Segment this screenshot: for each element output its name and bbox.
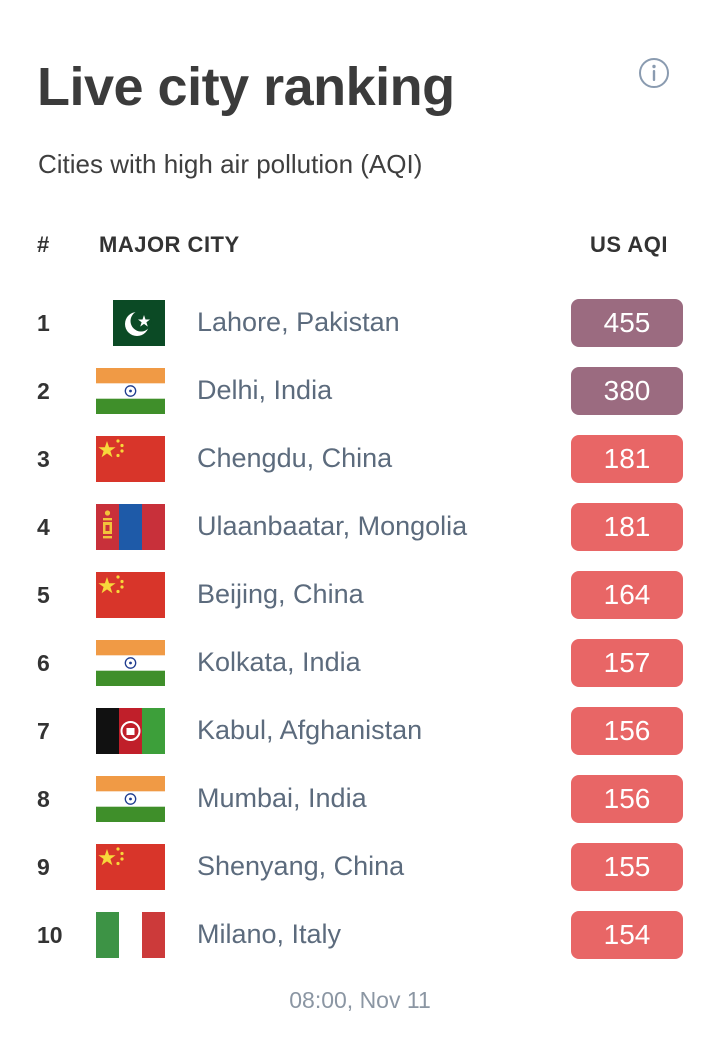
ranking-row[interactable]: 2 Delhi, India 380 [0, 362, 714, 422]
aqi-badge: 156 [571, 775, 683, 823]
rank-number: 8 [37, 786, 50, 812]
aqi-badge: 380 [571, 367, 683, 415]
ranking-row[interactable]: 9 Shenyang, China 155 [0, 838, 714, 898]
column-header-aqi: US AQI [590, 232, 668, 257]
china-flag-icon [96, 844, 165, 890]
rank-number: 9 [37, 854, 50, 880]
city-link[interactable]: Beijing, China [197, 579, 364, 609]
china-flag-icon [96, 436, 165, 482]
india-flag-icon [96, 368, 165, 414]
city-link[interactable]: Milano, Italy [197, 919, 342, 949]
city-link[interactable]: Mumbai, India [197, 783, 367, 813]
aqi-badge: 155 [571, 843, 683, 891]
rank-number: 5 [37, 582, 50, 608]
mongolia-flag-icon [96, 504, 165, 550]
column-header-rank: # [37, 232, 50, 257]
china-flag-icon [96, 572, 165, 618]
aqi-badge: 156 [571, 707, 683, 755]
india-flag-icon [96, 640, 165, 686]
page-subtitle: Cities with high air pollution (AQI) [38, 149, 423, 179]
column-header-city: MAJOR CITY [99, 232, 240, 257]
rank-number: 3 [37, 446, 50, 472]
india-flag-icon [96, 776, 165, 822]
city-link[interactable]: Lahore, Pakistan [197, 307, 400, 337]
city-link[interactable]: Chengdu, China [197, 443, 393, 473]
aqi-badge: 154 [571, 911, 683, 959]
city-link[interactable]: Shenyang, China [197, 851, 405, 881]
rank-number: 6 [37, 650, 50, 676]
ranking-row[interactable]: 5 Beijing, China 164 [0, 566, 714, 626]
ranking-row[interactable]: 3 Chengdu, China 181 [0, 430, 714, 490]
info-circle-icon[interactable] [638, 57, 670, 89]
ranking-row[interactable]: 10 Milano, Italy 154 [0, 906, 714, 966]
rank-number: 7 [37, 718, 50, 744]
italy-flag-icon [96, 912, 165, 958]
aqi-badge: 181 [571, 435, 683, 483]
ranking-row[interactable]: 4 Ulaanbaatar, Mongolia 181 [0, 498, 714, 558]
rank-number: 2 [37, 378, 50, 404]
afghanistan-flag-icon [96, 708, 165, 754]
city-link[interactable]: Kabul, Afghanistan [197, 715, 423, 745]
rank-number: 10 [37, 922, 63, 948]
update-timestamp: 08:00, Nov 11 [289, 987, 431, 1013]
rank-number: 4 [37, 514, 50, 540]
pakistan-flag-icon [96, 300, 165, 346]
ranking-row[interactable]: 1 Lahore, Pakistan 455 [0, 294, 714, 354]
page-title: Live city ranking [37, 57, 455, 117]
city-link[interactable]: Ulaanbaatar, Mongolia [197, 511, 468, 541]
aqi-badge: 181 [571, 503, 683, 551]
ranking-row[interactable]: 7 Kabul, Afghanistan 156 [0, 702, 714, 762]
rank-number: 1 [37, 310, 50, 336]
aqi-badge: 455 [571, 299, 683, 347]
city-link[interactable]: Kolkata, India [197, 647, 361, 677]
ranking-row[interactable]: 6 Kolkata, India 157 [0, 634, 714, 694]
ranking-row[interactable]: 8 Mumbai, India 156 [0, 770, 714, 830]
aqi-badge: 164 [571, 571, 683, 619]
city-link[interactable]: Delhi, India [197, 375, 333, 405]
aqi-badge: 157 [571, 639, 683, 687]
